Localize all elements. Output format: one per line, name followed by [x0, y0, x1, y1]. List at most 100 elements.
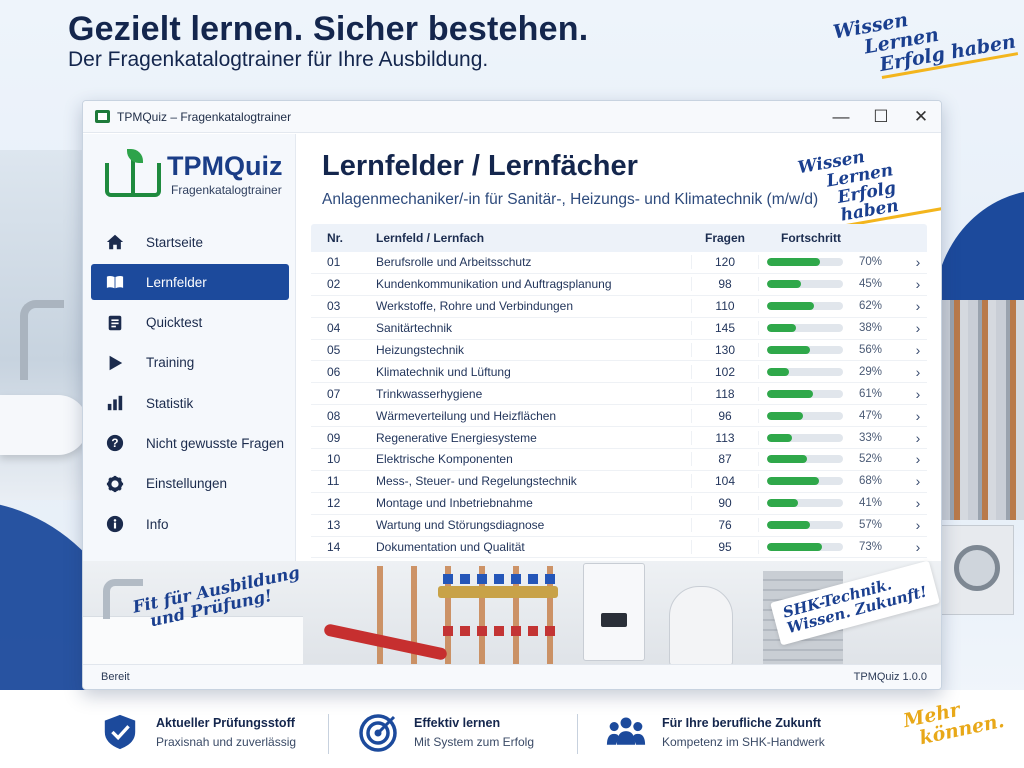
sidebar-item-einstellungen[interactable]: Einstellungen	[91, 466, 289, 502]
sidebar-item-nicht-gewusste-fragen[interactable]: ? Nicht gewusste Fragen	[91, 425, 289, 461]
table-row[interactable]: 07 Trinkwasserhygiene 118 61% ›	[311, 383, 927, 406]
chevron-right-icon[interactable]: ›	[915, 385, 921, 402]
sidebar-nav: Startseite Lernfelder Quicktest Training	[91, 224, 289, 546]
progress-fill	[767, 499, 799, 508]
progress-fill	[767, 324, 796, 333]
progress-bar	[767, 543, 843, 552]
sidebar-item-training[interactable]: Training	[91, 345, 289, 381]
table-row[interactable]: 08 Wärmeverteilung und Heizflächen 96 47% ›	[311, 405, 927, 428]
table-row[interactable]: 05 Heizungstechnik 130 56% ›	[311, 340, 927, 362]
boiler-display-icon	[601, 613, 627, 627]
logo-name: TPMQuiz	[167, 151, 283, 181]
row-nr: 01	[327, 255, 341, 270]
progress-fill	[767, 280, 802, 289]
table-row[interactable]: 03 Werkstoffe, Rohre und Verbindungen 110 6…	[311, 296, 927, 318]
row-nr: 08	[327, 408, 341, 423]
column-header-nr[interactable]: Nr.	[327, 231, 344, 245]
table-row[interactable]: 06 Klimatechnik und Lüftung 102 29% ›	[311, 361, 927, 384]
app-window: TPMQuiz – Fragenkatalogtrainer — ☐ ✕ TPM…	[82, 100, 942, 690]
row-name: Wärmeverteilung und Heizflächen	[376, 408, 557, 423]
chevron-right-icon[interactable]: ›	[915, 298, 921, 315]
progress-percent: 45%	[859, 278, 883, 291]
progress-percent: 33%	[859, 431, 883, 444]
sidebar-item-statistik[interactable]: Statistik	[91, 385, 289, 421]
chevron-right-icon[interactable]: ›	[915, 320, 921, 337]
row-progress: 62%	[759, 300, 909, 312]
column-header-progress[interactable]: Fortschritt	[781, 231, 841, 245]
progress-bar	[767, 389, 843, 398]
sidebar-item-info[interactable]: Info	[91, 506, 289, 542]
sidebar-item-label: Startseite	[146, 234, 204, 250]
row-name: Werkstoffe, Rohre und Verbindungen	[376, 299, 574, 314]
row-fragen: 110	[691, 299, 759, 314]
chevron-right-icon[interactable]: ›	[915, 342, 921, 358]
row-fragen: 76	[691, 518, 759, 533]
row-name: Berufsrolle und Arbeitsschutz	[376, 255, 532, 270]
illustration-tank	[669, 586, 733, 666]
chevron-right-icon[interactable]: ›	[915, 363, 921, 380]
row-name: Montage und Inbetriebnahme	[376, 496, 533, 511]
table-row[interactable]: 14 Dokumentation und Qualität 95 73% ›	[311, 537, 927, 559]
chevron-right-icon[interactable]: ›	[915, 539, 921, 556]
row-progress: 70%	[759, 256, 909, 268]
column-header-fragen[interactable]: Fragen	[704, 231, 745, 245]
progress-bar	[767, 280, 843, 289]
row-nr: 05	[327, 343, 341, 357]
row-progress: 47%	[759, 410, 909, 422]
table-row[interactable]: 13 Wartung und Störungsdiagnose 76 57% ›	[311, 515, 927, 537]
column-header-name[interactable]: Lernfeld / Lernfach	[376, 231, 485, 245]
table-row[interactable]: 10 Elektrische Komponenten 87 52% ›	[311, 449, 927, 471]
faucet-icon	[103, 579, 143, 619]
progress-bar	[767, 258, 843, 267]
table-row[interactable]: 11 Mess-, Steuer- und Regelungstechnik 104…	[311, 471, 927, 493]
table-row[interactable]: 09 Regenerative Energiesysteme 113 33% ›	[311, 427, 927, 450]
feature-footer: Aktueller Prüfungsstoff Praxisnah und zu…	[0, 700, 1024, 768]
sidebar-item-label: Quicktest	[146, 315, 203, 331]
feature-effektiv: Effektiv lernen Mit System zum Erfolg	[358, 712, 534, 752]
title-bar[interactable]: TPMQuiz – Fragenkatalogtrainer — ☐ ✕	[83, 101, 941, 133]
maximize-button[interactable]: ☐	[873, 106, 889, 126]
row-progress: 45%	[759, 278, 909, 290]
row-nr: 06	[327, 364, 341, 379]
row-nr: 14	[327, 540, 341, 555]
chevron-right-icon[interactable]: ›	[915, 254, 921, 271]
row-name: Elektrische Komponenten	[376, 452, 513, 467]
close-button[interactable]: ✕	[913, 106, 929, 126]
sidebar-item-startseite[interactable]: Startseite	[91, 224, 289, 260]
logo-book-icon	[105, 159, 161, 197]
sidebar-item-lernfelder[interactable]: Lernfelder	[91, 264, 289, 301]
chevron-right-icon[interactable]: ›	[915, 473, 921, 490]
progress-bar	[767, 521, 843, 530]
document-icon	[105, 313, 125, 333]
page-subtitle: Anlagenmechaniker/-in für Sanitär-, Heiz…	[322, 191, 819, 208]
chevron-right-icon[interactable]: ›	[915, 429, 921, 446]
home-icon	[105, 232, 125, 252]
status-text: Bereit	[101, 671, 130, 683]
progress-fill	[767, 433, 793, 442]
row-fragen: 95	[691, 540, 759, 555]
feature-subtitle: Kompetenz im SHK-Handwerk	[662, 734, 825, 749]
progress-bar	[767, 477, 843, 486]
minimize-button[interactable]: —	[832, 106, 850, 126]
chevron-right-icon[interactable]: ›	[915, 451, 921, 468]
sidebar-item-label: Einstellungen	[146, 476, 228, 492]
app-logo: TPMQuiz Fragenkatalogtrainer	[105, 149, 295, 199]
progress-percent: 56%	[859, 344, 883, 356]
bar-chart-icon	[105, 393, 125, 413]
table-row[interactable]: 01 Berufsrolle und Arbeitsschutz 120 70% ›	[311, 252, 927, 274]
row-fragen: 98	[691, 277, 759, 292]
row-name: Klimatechnik und Lüftung	[376, 364, 511, 379]
chevron-right-icon[interactable]: ›	[915, 495, 921, 512]
table-row[interactable]: 02 Kundenkommunikation und Auftragsplanun…	[311, 274, 927, 296]
progress-fill	[767, 521, 811, 530]
chevron-right-icon[interactable]: ›	[915, 276, 921, 293]
sidebar-item-quicktest[interactable]: Quicktest	[91, 305, 289, 341]
app-book-icon	[95, 110, 110, 123]
shield-check-icon	[100, 712, 140, 752]
row-progress: 29%	[759, 366, 909, 378]
progress-bar	[767, 455, 843, 464]
chevron-right-icon[interactable]: ›	[915, 407, 921, 424]
chevron-right-icon[interactable]: ›	[915, 517, 921, 534]
table-row[interactable]: 04 Sanitärtechnik 145 38% ›	[311, 318, 927, 340]
table-row[interactable]: 12 Montage und Inbetriebnahme 90 41% ›	[311, 493, 927, 515]
